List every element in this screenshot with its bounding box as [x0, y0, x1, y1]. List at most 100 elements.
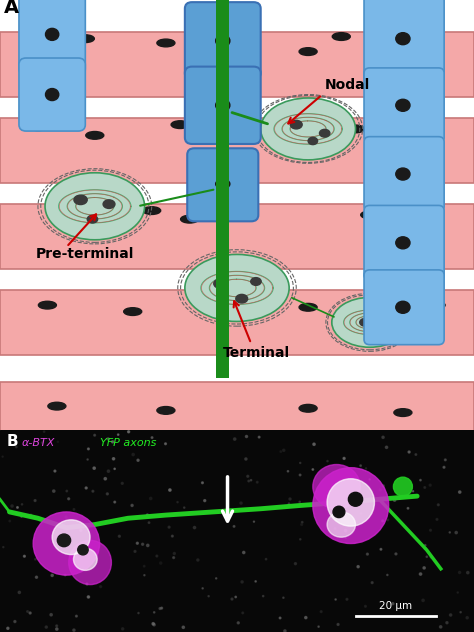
Point: [70, 625, 78, 632]
FancyBboxPatch shape: [185, 2, 261, 80]
Point: [341, 511, 349, 521]
Point: [169, 531, 176, 541]
Ellipse shape: [103, 200, 115, 209]
FancyBboxPatch shape: [364, 205, 444, 280]
Point: [147, 494, 155, 504]
Point: [89, 486, 97, 496]
Ellipse shape: [46, 28, 59, 40]
Point: [83, 579, 91, 589]
Ellipse shape: [48, 402, 66, 410]
Ellipse shape: [396, 99, 410, 111]
Ellipse shape: [396, 168, 410, 180]
Point: [296, 497, 303, 507]
Point: [389, 599, 397, 609]
Point: [427, 480, 434, 490]
Point: [6, 516, 14, 526]
Point: [332, 595, 339, 605]
Point: [231, 434, 238, 444]
Point: [125, 427, 132, 437]
Point: [4, 623, 12, 632]
Point: [145, 518, 153, 528]
Point: [180, 623, 187, 632]
Text: α-BTX: α-BTX: [21, 437, 55, 447]
Point: [43, 622, 50, 632]
Point: [82, 483, 90, 493]
Point: [109, 437, 117, 447]
Point: [297, 534, 304, 544]
Point: [452, 528, 460, 538]
Point: [73, 611, 80, 621]
Text: Terminal: Terminal: [223, 346, 290, 360]
Point: [181, 502, 188, 513]
Point: [91, 430, 99, 441]
Point: [0, 452, 7, 462]
Text: Nodal: Nodal: [325, 78, 370, 92]
Point: [255, 432, 263, 442]
Ellipse shape: [236, 295, 247, 303]
Point: [368, 578, 376, 588]
Point: [376, 485, 384, 495]
Ellipse shape: [299, 404, 317, 412]
Point: [191, 523, 198, 533]
Point: [166, 485, 173, 495]
Point: [454, 588, 462, 598]
Point: [85, 592, 92, 602]
Point: [235, 618, 242, 628]
Point: [165, 522, 173, 532]
Point: [128, 501, 136, 511]
Ellipse shape: [327, 512, 356, 537]
Ellipse shape: [394, 217, 412, 225]
Text: YFP axons: YFP axons: [100, 437, 156, 447]
Point: [379, 481, 387, 491]
Ellipse shape: [251, 277, 261, 286]
Point: [417, 569, 424, 579]
Point: [421, 544, 429, 554]
FancyBboxPatch shape: [0, 204, 474, 269]
Ellipse shape: [214, 279, 227, 288]
FancyBboxPatch shape: [19, 58, 85, 131]
Point: [242, 454, 250, 464]
Point: [170, 552, 177, 562]
Point: [20, 551, 28, 561]
Point: [110, 454, 118, 464]
Point: [220, 507, 228, 518]
Point: [443, 617, 451, 628]
Point: [201, 495, 209, 506]
Point: [11, 616, 18, 626]
Point: [420, 563, 428, 573]
Point: [392, 549, 400, 559]
Point: [407, 493, 414, 503]
Ellipse shape: [185, 255, 289, 322]
Point: [62, 512, 70, 522]
Ellipse shape: [370, 310, 388, 318]
Point: [292, 559, 299, 569]
Point: [285, 499, 293, 509]
Point: [446, 527, 454, 537]
Point: [33, 572, 40, 582]
Point: [12, 442, 20, 452]
Point: [423, 552, 430, 562]
Point: [342, 533, 350, 543]
Point: [245, 476, 253, 486]
Point: [84, 454, 91, 465]
Point: [315, 622, 322, 632]
Ellipse shape: [143, 207, 161, 214]
Point: [230, 521, 238, 532]
Point: [362, 463, 370, 473]
Point: [54, 437, 62, 447]
Point: [240, 547, 247, 557]
Point: [134, 455, 142, 465]
Point: [383, 442, 390, 453]
Ellipse shape: [87, 216, 98, 223]
Point: [103, 489, 111, 499]
Point: [101, 473, 109, 483]
Text: 20 μm: 20 μm: [379, 600, 412, 611]
FancyBboxPatch shape: [364, 270, 444, 344]
Ellipse shape: [216, 99, 230, 111]
Point: [144, 510, 151, 520]
FancyBboxPatch shape: [364, 0, 444, 83]
Point: [111, 497, 118, 507]
Point: [309, 465, 317, 475]
Point: [91, 463, 98, 473]
Ellipse shape: [171, 121, 189, 128]
